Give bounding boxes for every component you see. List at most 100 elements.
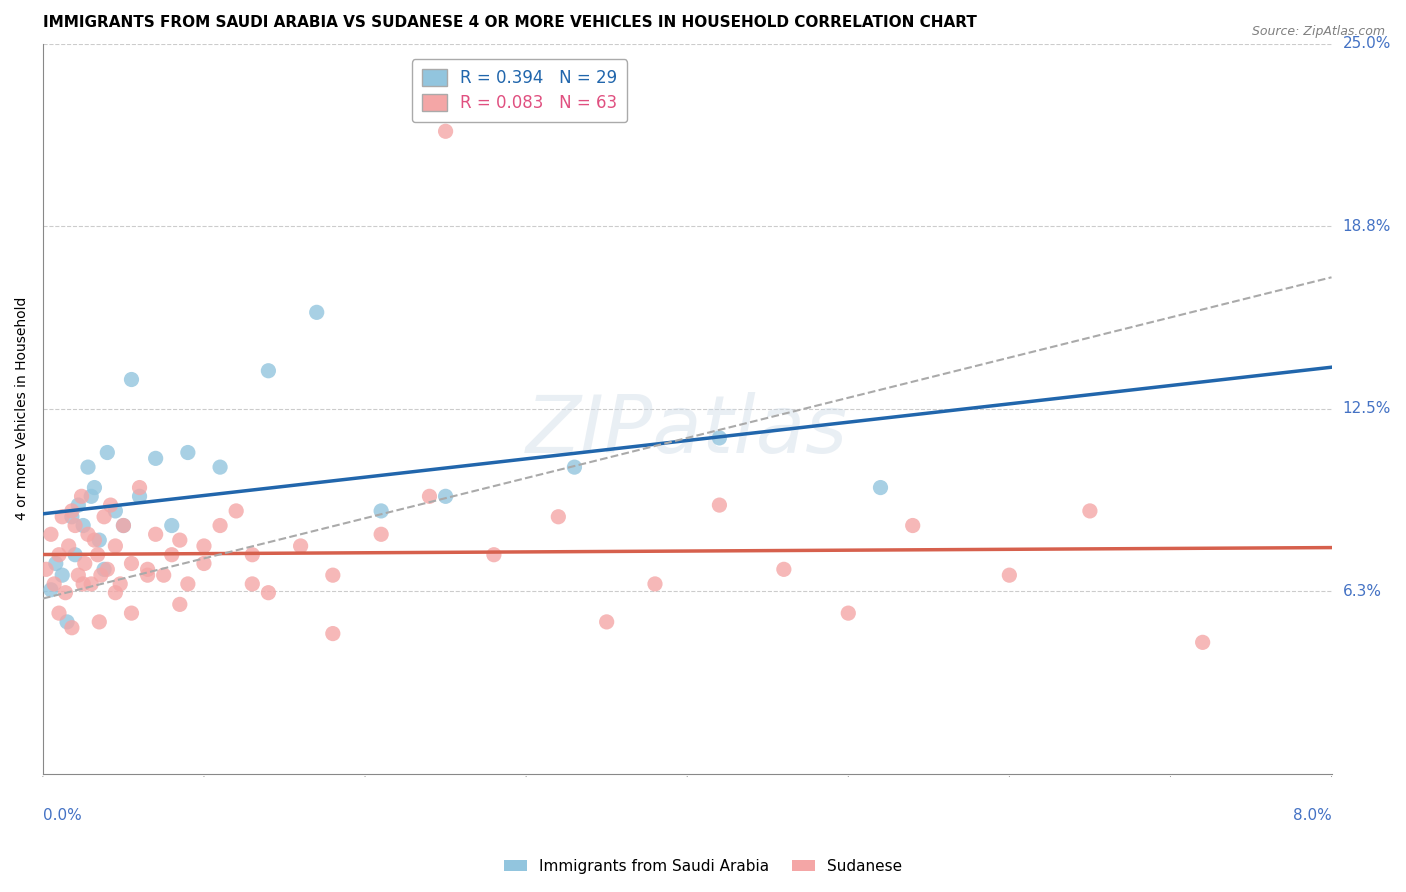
Point xyxy=(418,489,440,503)
Legend: Immigrants from Saudi Arabia, Sudanese: Immigrants from Saudi Arabia, Sudanese xyxy=(498,853,908,880)
Point xyxy=(58,539,80,553)
Point xyxy=(39,582,62,597)
Point xyxy=(322,568,344,582)
Point xyxy=(77,460,100,475)
Point xyxy=(121,557,143,571)
Point xyxy=(145,451,167,466)
Point xyxy=(121,372,143,386)
Point xyxy=(44,577,66,591)
Point xyxy=(1191,635,1213,649)
Point xyxy=(322,626,344,640)
Point xyxy=(128,489,150,503)
Point xyxy=(193,539,215,553)
Point xyxy=(39,527,62,541)
Point xyxy=(83,533,105,548)
Point xyxy=(72,518,94,533)
Text: IMMIGRANTS FROM SAUDI ARABIA VS SUDANESE 4 OR MORE VEHICLES IN HOUSEHOLD CORRELA: IMMIGRANTS FROM SAUDI ARABIA VS SUDANESE… xyxy=(44,15,977,30)
Text: 12.5%: 12.5% xyxy=(1343,401,1391,417)
Point xyxy=(60,621,83,635)
Legend: R = 0.394   N = 29, R = 0.083   N = 63: R = 0.394 N = 29, R = 0.083 N = 63 xyxy=(412,59,627,122)
Point xyxy=(89,615,111,629)
Point xyxy=(51,509,73,524)
Point xyxy=(998,568,1021,582)
Point xyxy=(96,445,118,459)
Point xyxy=(177,577,200,591)
Point xyxy=(547,509,569,524)
Point xyxy=(108,577,131,591)
Text: 0.0%: 0.0% xyxy=(44,808,82,823)
Point xyxy=(257,364,280,378)
Point xyxy=(709,431,731,445)
Point xyxy=(370,527,392,541)
Point xyxy=(100,498,122,512)
Point xyxy=(48,606,70,620)
Point xyxy=(67,498,90,512)
Point xyxy=(136,568,159,582)
Point xyxy=(128,481,150,495)
Text: 18.8%: 18.8% xyxy=(1343,219,1391,234)
Point xyxy=(434,124,457,138)
Point xyxy=(482,548,505,562)
Point xyxy=(93,509,115,524)
Point xyxy=(564,460,586,475)
Text: 6.3%: 6.3% xyxy=(1343,583,1382,599)
Point xyxy=(93,562,115,576)
Point xyxy=(67,568,90,582)
Point xyxy=(177,445,200,459)
Text: 8.0%: 8.0% xyxy=(1292,808,1331,823)
Point xyxy=(55,585,77,599)
Point xyxy=(70,489,93,503)
Point xyxy=(60,504,83,518)
Point xyxy=(901,518,924,533)
Point xyxy=(136,562,159,576)
Text: ZIPatlas: ZIPatlas xyxy=(526,392,848,469)
Point xyxy=(434,489,457,503)
Point xyxy=(104,504,127,518)
Point xyxy=(240,548,263,562)
Point xyxy=(63,518,86,533)
Point xyxy=(121,606,143,620)
Point xyxy=(257,585,280,599)
Point xyxy=(90,568,112,582)
Point xyxy=(209,460,232,475)
Point xyxy=(51,568,73,582)
Point xyxy=(96,562,118,576)
Point xyxy=(225,504,247,518)
Point xyxy=(209,518,232,533)
Point xyxy=(89,533,111,548)
Point xyxy=(160,548,183,562)
Point xyxy=(869,481,891,495)
Point xyxy=(83,481,105,495)
Text: 25.0%: 25.0% xyxy=(1343,37,1391,51)
Point xyxy=(60,509,83,524)
Point xyxy=(305,305,328,319)
Point xyxy=(48,548,70,562)
Point xyxy=(86,548,108,562)
Point xyxy=(1078,504,1101,518)
Point xyxy=(35,562,58,576)
Point xyxy=(193,557,215,571)
Point xyxy=(73,557,96,571)
Point xyxy=(169,598,191,612)
Point xyxy=(45,557,67,571)
Point xyxy=(72,577,94,591)
Point xyxy=(240,577,263,591)
Point xyxy=(80,577,103,591)
Point xyxy=(77,527,100,541)
Point xyxy=(63,548,86,562)
Point xyxy=(80,489,103,503)
Point xyxy=(595,615,617,629)
Point xyxy=(290,539,312,553)
Point xyxy=(160,518,183,533)
Point xyxy=(152,568,174,582)
Point xyxy=(773,562,796,576)
Point xyxy=(370,504,392,518)
Point xyxy=(112,518,135,533)
Point xyxy=(112,518,135,533)
Point xyxy=(104,585,127,599)
Text: Source: ZipAtlas.com: Source: ZipAtlas.com xyxy=(1251,25,1385,38)
Point xyxy=(709,498,731,512)
Point xyxy=(837,606,859,620)
Point xyxy=(104,539,127,553)
Point xyxy=(644,577,666,591)
